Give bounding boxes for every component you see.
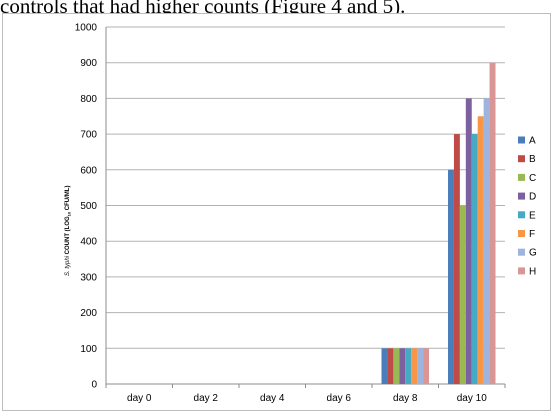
y-axis-label-end: CFU/ML) bbox=[65, 186, 71, 212]
y-axis-label-main: COUNT (LOG bbox=[65, 216, 71, 256]
y-axis-label-italic: S. typhi bbox=[65, 255, 71, 276]
legend-swatch-H bbox=[518, 267, 525, 275]
y-tick-400: 400 bbox=[80, 237, 97, 248]
legend-label-H: H bbox=[529, 266, 536, 277]
legend-label-D: D bbox=[529, 192, 536, 203]
y-tick-900: 900 bbox=[80, 58, 97, 69]
y-tick-800: 800 bbox=[80, 94, 97, 105]
bar-C-day-10 bbox=[459, 205, 466, 384]
legend-swatch-C bbox=[518, 173, 525, 181]
x-tick-day-6: day 6 bbox=[327, 393, 352, 404]
bar-D-day-8 bbox=[399, 348, 406, 384]
y-tick-1000: 1000 bbox=[75, 23, 98, 34]
bar-E-day-10 bbox=[471, 134, 478, 384]
bars bbox=[381, 62, 496, 385]
x-tick-day-8: day 8 bbox=[393, 393, 418, 404]
x-tick-day-0: day 0 bbox=[127, 393, 152, 404]
bar-G-day-10 bbox=[483, 98, 490, 385]
x-tick-day-4: day 4 bbox=[260, 393, 285, 404]
y-tick-600: 600 bbox=[80, 165, 97, 176]
bar-B-day-8 bbox=[387, 348, 394, 384]
y-tick-500: 500 bbox=[80, 201, 97, 212]
bar-F-day-10 bbox=[477, 116, 484, 384]
legend-label-B: B bbox=[529, 154, 536, 165]
y-tick-0: 0 bbox=[91, 380, 97, 391]
y-axis-label-sub: 10 bbox=[67, 211, 72, 216]
y-tick-300: 300 bbox=[80, 272, 97, 283]
bar-H-day-10 bbox=[489, 62, 496, 384]
bar-H-day-8 bbox=[423, 348, 429, 384]
legend-label-E: E bbox=[529, 210, 536, 221]
bar-A-day-8 bbox=[381, 348, 388, 384]
y-tick-100: 100 bbox=[80, 344, 97, 355]
bar-B-day-10 bbox=[453, 134, 460, 384]
legend-label-A: A bbox=[529, 136, 536, 147]
bar-F-day-8 bbox=[411, 348, 418, 384]
y-axis-label: S. typhi COUNT (LOG10 CFU/ML) bbox=[65, 186, 72, 276]
bar-A-day-10 bbox=[448, 169, 454, 384]
legend-label-F: F bbox=[529, 229, 535, 240]
bar-E-day-8 bbox=[405, 348, 412, 384]
gridlines bbox=[105, 26, 506, 388]
bar-G-day-8 bbox=[417, 348, 424, 384]
y-tick-200: 200 bbox=[80, 308, 97, 319]
bar-D-day-10 bbox=[465, 98, 472, 385]
bar-C-day-8 bbox=[393, 348, 400, 384]
legend-swatch-A bbox=[518, 136, 525, 144]
x-tick-day-2: day 2 bbox=[194, 393, 219, 404]
legend-swatch-D bbox=[518, 192, 525, 200]
legend-swatch-F bbox=[518, 230, 525, 237]
x-tick-labels: day 0 day 2 day 4 day 6 day 8 day 10 bbox=[127, 393, 487, 404]
y-tick-700: 700 bbox=[80, 130, 97, 141]
legend-label-C: C bbox=[529, 173, 536, 184]
y-tick-labels: 0 100 200 300 400 500 600 700 800 900 1000 bbox=[75, 23, 98, 391]
legend-swatch-B bbox=[518, 155, 525, 163]
x-tick-day-10: day 10 bbox=[457, 393, 487, 404]
legend-swatch-G bbox=[518, 248, 525, 256]
legend-label-G: G bbox=[529, 248, 537, 259]
legend-swatch-E bbox=[518, 211, 525, 219]
